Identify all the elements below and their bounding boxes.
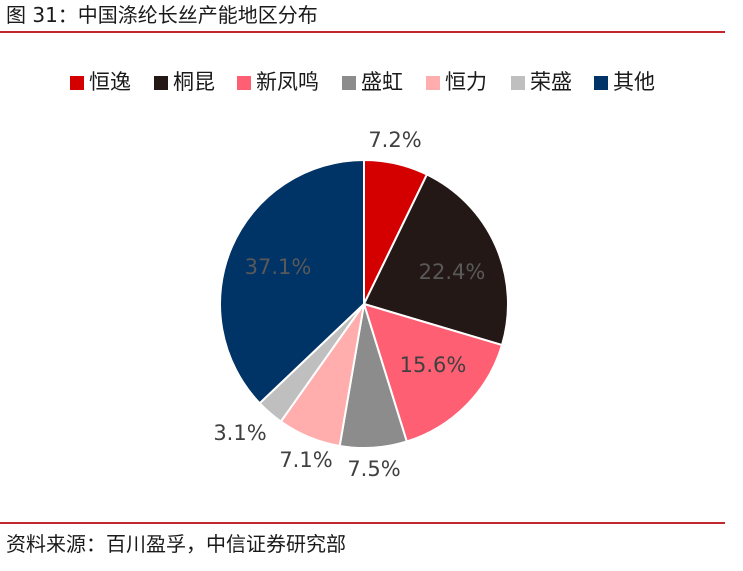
legend-item-4: 恒力 — [426, 70, 487, 94]
legend-item-1: 桐昆 — [154, 70, 215, 94]
legend-label-6: 其他 — [613, 70, 655, 94]
data-label-3: 7.5% — [347, 457, 400, 481]
data-label-4: 7.1% — [279, 448, 332, 472]
legend-swatch-0 — [70, 76, 84, 90]
legend-item-5: 荣盛 — [511, 70, 572, 94]
pie-slice-6 — [219, 158, 365, 405]
legend-item-0: 恒逸 — [70, 70, 131, 94]
legend-swatch-1 — [154, 76, 168, 90]
data-label-5: 3.1% — [213, 421, 266, 445]
data-label-2: 15.6% — [400, 353, 467, 377]
pie-slice-2 — [362, 302, 504, 443]
data-label-6: 37.1% — [245, 255, 312, 279]
legend-label-3: 盛虹 — [361, 70, 403, 94]
legend-label-2: 新凤鸣 — [256, 70, 319, 94]
data-label-1: 22.4% — [419, 260, 486, 284]
legend-item-6: 其他 — [594, 70, 655, 94]
legend-label-1: 桐昆 — [173, 70, 215, 94]
bottom-divider — [0, 522, 725, 524]
legend-swatch-4 — [426, 76, 440, 90]
legend-label-5: 荣盛 — [530, 70, 572, 94]
figure-title: 图 31：中国涤纶长丝产能地区分布 — [6, 3, 318, 27]
pie-slice-1 — [362, 173, 509, 347]
legend: 恒逸 桐昆 新凤鸣 盛虹 恒力 荣盛 其他 — [70, 70, 655, 94]
source-note: 资料来源：百川盈孚，中信证券研究部 — [6, 532, 346, 556]
legend-label-0: 恒逸 — [89, 70, 131, 94]
legend-swatch-6 — [594, 76, 608, 90]
legend-item-3: 盛虹 — [342, 70, 403, 94]
data-label-0: 7.2% — [368, 128, 421, 152]
legend-swatch-2 — [237, 76, 251, 90]
legend-swatch-5 — [511, 76, 525, 90]
data-labels: 7.2% 22.4% 15.6% 7.5% 7.1% 3.1% 37.1% — [213, 128, 485, 481]
top-divider — [0, 31, 725, 33]
pie-slices — [219, 158, 509, 449]
legend-label-4: 恒力 — [445, 70, 487, 94]
legend-item-2: 新凤鸣 — [237, 70, 319, 94]
legend-swatch-3 — [342, 76, 356, 90]
